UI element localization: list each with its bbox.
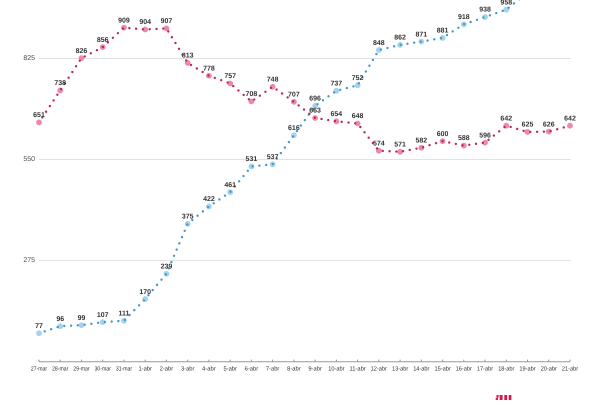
svg-text:663: 663	[309, 108, 321, 115]
svg-text:96: 96	[56, 316, 64, 323]
svg-text:12-abr: 12-abr	[371, 365, 387, 372]
svg-text:170: 170	[139, 289, 151, 296]
svg-text:18-abr: 18-abr	[498, 365, 514, 372]
svg-text:10-abr: 10-abr	[328, 365, 344, 372]
svg-text:77: 77	[35, 323, 43, 330]
svg-text:28-mar: 28-mar	[52, 365, 68, 372]
svg-text:862: 862	[394, 35, 406, 42]
svg-text:626: 626	[543, 121, 555, 128]
svg-text:275: 275	[23, 257, 35, 264]
svg-text:30-mar: 30-mar	[95, 365, 111, 372]
svg-text:588: 588	[458, 135, 470, 142]
svg-text:14-abr: 14-abr	[413, 365, 429, 372]
svg-text:904: 904	[139, 19, 151, 26]
svg-text:737: 737	[331, 81, 343, 88]
svg-text:813: 813	[182, 53, 194, 60]
svg-text:625: 625	[522, 122, 534, 129]
svg-text:20-abr: 20-abr	[541, 365, 557, 372]
svg-text:239: 239	[161, 263, 173, 270]
svg-text:531: 531	[246, 156, 258, 163]
svg-text:29-mar: 29-mar	[73, 365, 89, 372]
svg-text:938: 938	[479, 7, 491, 14]
svg-text:422: 422	[203, 196, 215, 203]
svg-text:826: 826	[76, 48, 88, 55]
svg-text:4-abr: 4-abr	[202, 365, 216, 372]
svg-text:881: 881	[437, 28, 449, 35]
svg-text:31-mar: 31-mar	[116, 365, 132, 372]
svg-text:778: 778	[203, 66, 215, 73]
svg-text:642: 642	[500, 115, 512, 122]
svg-text:537: 537	[267, 154, 279, 161]
svg-text:648: 648	[352, 113, 364, 120]
svg-text:738: 738	[54, 80, 66, 87]
svg-text:871: 871	[415, 31, 427, 38]
svg-text:13-abr: 13-abr	[392, 365, 408, 372]
svg-text:3-abr: 3-abr	[181, 365, 195, 372]
svg-text:642: 642	[564, 115, 576, 122]
svg-text:9-abr: 9-abr	[308, 365, 322, 372]
svg-text:582: 582	[415, 137, 427, 144]
svg-text:2-abr: 2-abr	[160, 365, 174, 372]
svg-text:550: 550	[23, 156, 35, 163]
svg-text:958: 958	[500, 0, 512, 6]
svg-text:600: 600	[437, 131, 449, 138]
svg-text:696: 696	[309, 96, 321, 103]
svg-text:616: 616	[288, 125, 300, 132]
svg-text:748: 748	[267, 77, 279, 84]
svg-text:918: 918	[458, 14, 470, 21]
svg-text:651: 651	[33, 112, 45, 119]
svg-text:757: 757	[224, 73, 236, 80]
svg-text:27-mar: 27-mar	[31, 365, 47, 372]
svg-text:19-abr: 19-abr	[519, 365, 535, 372]
svg-text:707: 707	[288, 92, 300, 99]
svg-text:8-abr: 8-abr	[287, 365, 301, 372]
svg-text:6-abr: 6-abr	[245, 365, 259, 372]
svg-text:7-abr: 7-abr	[266, 365, 280, 372]
svg-text:856: 856	[97, 37, 109, 44]
svg-text:461: 461	[224, 182, 236, 189]
svg-text:5-abr: 5-abr	[223, 365, 237, 372]
svg-text:708: 708	[246, 91, 258, 98]
svg-text:16-abr: 16-abr	[456, 365, 472, 372]
svg-text:17-abr: 17-abr	[477, 365, 493, 372]
svg-text:825: 825	[23, 55, 35, 62]
svg-text:99: 99	[78, 315, 86, 322]
svg-text:907: 907	[161, 18, 173, 25]
svg-text:21-abr: 21-abr	[562, 365, 578, 372]
svg-text:909: 909	[118, 17, 130, 24]
svg-text:574: 574	[373, 140, 385, 147]
svg-text:375: 375	[182, 214, 194, 221]
svg-text:111: 111	[118, 310, 129, 317]
svg-text:571: 571	[394, 142, 406, 149]
svg-text:596: 596	[479, 132, 491, 139]
svg-text:15-abr: 15-abr	[435, 365, 451, 372]
svg-text:752: 752	[352, 75, 364, 82]
svg-text:11-abr: 11-abr	[350, 365, 366, 372]
svg-text:654: 654	[331, 111, 343, 118]
svg-text:848: 848	[373, 40, 385, 47]
svg-text:1-abr: 1-abr	[138, 365, 152, 372]
svg-text:107: 107	[97, 312, 109, 319]
